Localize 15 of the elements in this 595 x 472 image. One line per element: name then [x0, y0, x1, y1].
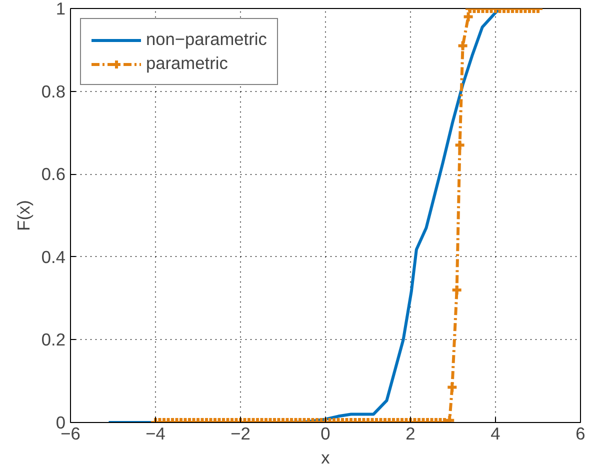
- y-tick-label: 0.2: [41, 330, 66, 350]
- y-tick-label: 1: [56, 0, 66, 18]
- x-tick-label: 2: [406, 424, 416, 444]
- legend-label: parametric: [146, 53, 228, 74]
- x-tick-label: 6: [576, 424, 586, 444]
- y-tick-label: 0.8: [41, 81, 66, 102]
- y-axis-title: F(x): [13, 200, 34, 231]
- y-tick-label: 0.6: [41, 164, 66, 184]
- y-tick-label: 0.4: [41, 246, 66, 267]
- x-tick-label: 4: [490, 424, 501, 444]
- x-tick-label: 0: [320, 424, 330, 444]
- x-tick-label: −2: [230, 424, 250, 444]
- x-axis-title: x: [321, 448, 330, 468]
- legend-label: non−parametric: [146, 29, 267, 50]
- x-tick-label: −4: [146, 424, 166, 444]
